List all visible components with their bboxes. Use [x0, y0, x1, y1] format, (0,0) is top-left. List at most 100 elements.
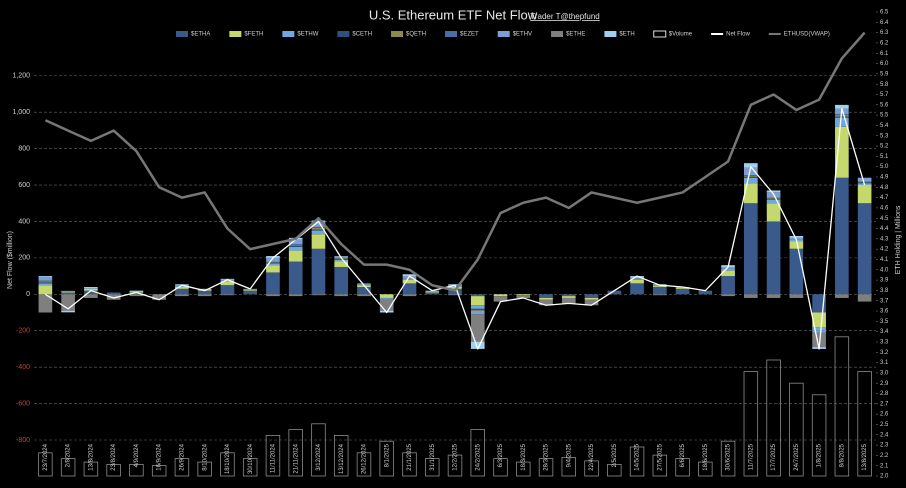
volume-bar [834, 336, 850, 477]
etf-bar [857, 177, 872, 182]
etf-bar [106, 292, 121, 295]
etf-bar [379, 299, 394, 311]
etf-bar [311, 294, 326, 296]
etf-bar [266, 272, 280, 295]
volume-bar [242, 458, 258, 477]
volume-bar [38, 452, 53, 477]
etf-bar [516, 295, 531, 298]
etf-bar [744, 203, 758, 295]
y2-tick-label: 3.7 [880, 298, 889, 304]
x-tick-label: 26/9/2024 [179, 443, 185, 470]
etf-bar [175, 286, 189, 288]
etf-bar [243, 289, 258, 291]
volume-bar [652, 454, 668, 477]
volume-bar [857, 371, 872, 477]
volume-bar [197, 461, 212, 477]
etf-bar [721, 270, 735, 277]
legend-label: $ETH [619, 32, 634, 38]
etf-bar [857, 181, 872, 183]
legend-swatch [176, 31, 188, 37]
etf-bar [857, 294, 872, 302]
etf-bar [311, 227, 326, 230]
etf-bar [357, 294, 371, 297]
etf-bar [493, 294, 508, 297]
x-tick-label: 21/11/2024 [293, 443, 299, 473]
etf-bar [539, 299, 553, 306]
y2-tick-label: 5.7 [880, 92, 889, 98]
etf-bar [288, 250, 303, 262]
y2-tick-label: 5.6 [880, 102, 889, 108]
volume-bar [447, 454, 463, 477]
etf-bar [38, 281, 53, 283]
etf-bar [766, 294, 781, 298]
x-tick-label: 30/10/2024 [248, 443, 254, 474]
volume-bar [265, 434, 281, 477]
x-tick-label: 26/12/2024 [362, 443, 368, 474]
etf-bar [675, 287, 690, 289]
y2-tick-label: 2.5 [880, 422, 889, 428]
x-tick-label: 2/5/2025 [612, 443, 618, 467]
volume-bar [356, 452, 372, 477]
x-tick-label: 24/7/2025 [794, 443, 800, 470]
etf-bar [266, 257, 280, 262]
etf-bar [266, 263, 280, 266]
y2-tick-label: 2.8 [880, 391, 889, 397]
etf-bar [835, 114, 849, 117]
y2-tick-label: 5.5 [880, 113, 889, 119]
y2-tick-label: 4.5 [880, 216, 889, 222]
legend-swatch [551, 31, 564, 37]
y-tick-label: -600 [16, 400, 30, 407]
y2-tick-label: 3.1 [880, 360, 889, 366]
y-tick-label: -200 [16, 328, 30, 335]
etf-bar [379, 294, 394, 298]
etf-bar [789, 236, 804, 238]
etf-bar [106, 294, 121, 300]
volume-bar [83, 461, 99, 477]
etf-bar [584, 294, 599, 298]
etf-bar [357, 283, 371, 285]
volume-bar [766, 359, 781, 477]
etf-bar [516, 294, 531, 296]
etf-bar [38, 285, 53, 295]
y2-tick-label: 4.1 [880, 257, 889, 263]
etf-bar [288, 245, 303, 247]
etf-bar [652, 286, 667, 288]
x-tick-label: 13/12/2024 [339, 443, 345, 474]
etf-bar [84, 288, 98, 291]
x-tick-label: 27/5/2025 [657, 443, 663, 470]
y-tick-label: 1,200 [12, 73, 30, 80]
etf-bar [379, 298, 394, 300]
etf-bar [425, 291, 440, 293]
legend-label: $FETH [244, 32, 263, 38]
x-tick-label: 18/10/2024 [225, 443, 231, 474]
legend-swatch [391, 31, 404, 37]
etf-bar [311, 248, 326, 295]
etf-bar [470, 310, 485, 315]
etf-bar [38, 282, 53, 284]
legend-label: $ETHE [566, 32, 585, 38]
etf-bar [266, 261, 280, 263]
etf-bar [129, 294, 144, 297]
etf-bar [470, 296, 485, 306]
etf-bar [402, 279, 417, 284]
etf-bar [357, 287, 371, 295]
x-tick-label: 30/6/2025 [726, 443, 732, 470]
volume-bar [493, 458, 508, 477]
x-tick-label: 13/8/2024 [88, 443, 94, 470]
etf-bar [334, 258, 349, 260]
etf-bar [789, 248, 804, 295]
volume-bar [698, 461, 713, 477]
y-tick-label: 600 [18, 182, 30, 189]
etf-bar [561, 294, 576, 297]
x-tick-label: 28/3/2025 [544, 443, 550, 470]
x-tick-label: 17/7/2025 [771, 443, 777, 470]
etf-bar [721, 294, 735, 297]
etf-bar [425, 292, 440, 295]
volume-bar [425, 458, 440, 477]
etf-bar [539, 294, 553, 298]
x-tick-label: 11/7/2025 [748, 443, 754, 470]
etf-bar [311, 230, 326, 235]
etf-bar [835, 177, 849, 295]
x-tick-label: 13/8/2025 [862, 443, 868, 470]
y2-tick-label: 3.9 [880, 278, 889, 284]
